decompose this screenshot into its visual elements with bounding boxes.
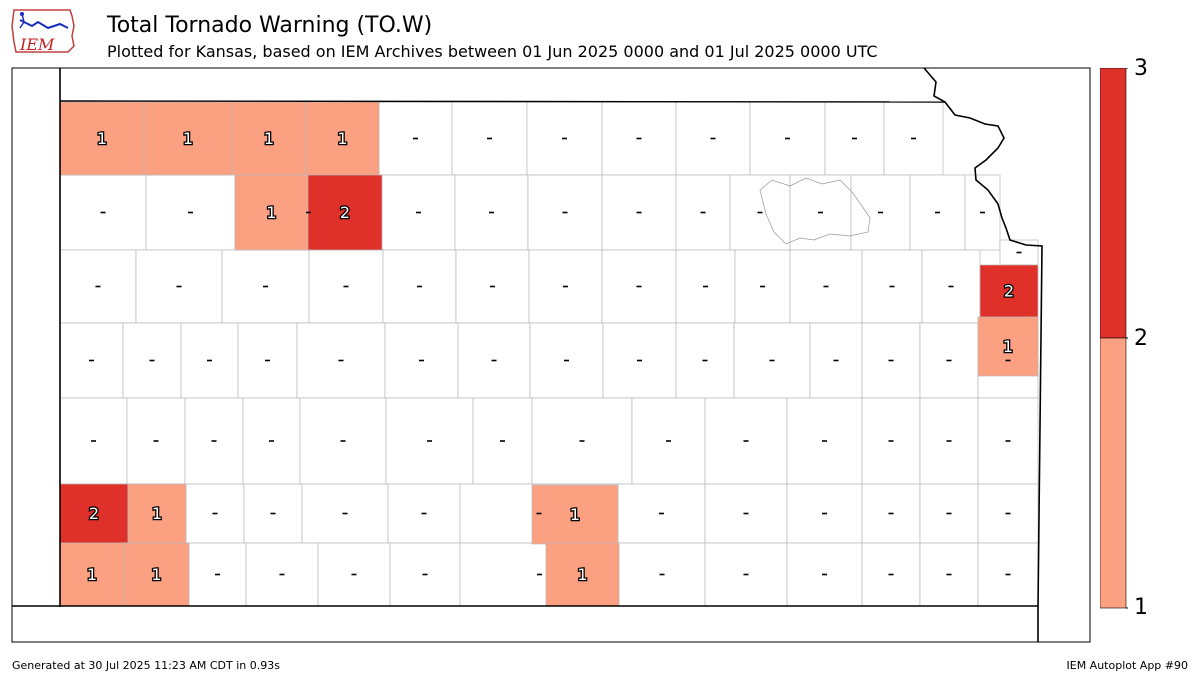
- county-labels: 1 1 1 1 1 2 2 1 2 1 1 1 1 1: [86, 128, 1022, 585]
- county-value-meade: 1: [151, 565, 161, 584]
- county-value-doniphan: 2: [1004, 282, 1014, 301]
- colorbar-label-2: 2: [1134, 326, 1148, 351]
- colorbar-level-2: [1099, 67, 1127, 339]
- logo-text: IEM: [19, 35, 55, 54]
- county-value-harper: 1: [577, 565, 587, 584]
- app-id: IEM Autoplot App #90: [1066, 659, 1189, 672]
- county-value-seward: 1: [152, 504, 162, 523]
- county-value-kingman: 1: [570, 505, 580, 524]
- colorbar-label-1: 1: [1134, 595, 1148, 620]
- map-subtitle: Plotted for Kansas, based on IEM Archive…: [107, 42, 878, 61]
- county-meade: [123, 542, 190, 607]
- county-value-leavenworth: 1: [1003, 337, 1013, 356]
- county-layer: [59, 101, 1039, 607]
- county-graham: [307, 174, 383, 251]
- county-value-norton: 1: [337, 129, 347, 148]
- county-value-rawlins: 1: [183, 129, 193, 148]
- county-leavenworth: [977, 316, 1039, 377]
- lake-outline: [759, 177, 871, 245]
- legend-colorbar: [1099, 67, 1131, 613]
- county-doniphan: [979, 264, 1039, 318]
- county-rawlins: [143, 101, 233, 176]
- map-title: Total Tornado Warning (TO.W): [107, 13, 433, 38]
- county-value-morton: 1: [87, 565, 97, 584]
- county-harper: [545, 542, 620, 607]
- iem-logo: IEM: [8, 6, 80, 58]
- county-seward: [127, 483, 187, 544]
- county-cheyenne: [59, 101, 145, 176]
- county-norton: [305, 101, 380, 176]
- county-morton: [59, 542, 125, 607]
- nebraska-border: [59, 100, 946, 103]
- county-decatur: [231, 101, 307, 176]
- county-value-decatur: 1: [264, 129, 274, 148]
- county-stevens: [59, 483, 129, 544]
- county-kingman: [531, 484, 619, 545]
- missouri-border: [923, 67, 1043, 642]
- colorbar-level-1: [1099, 337, 1127, 609]
- county-value-cheyenne: 1: [97, 129, 107, 148]
- county-value-sheridan: 1: [266, 203, 276, 222]
- county-value-graham: 2: [340, 203, 350, 222]
- county-cell: [299, 397, 387, 485]
- colorbar-label-3: 3: [1134, 56, 1148, 81]
- county-value-stevens: 2: [89, 504, 99, 523]
- county-cell: [883, 101, 944, 176]
- county-sheridan: [234, 174, 309, 251]
- generated-timestamp: Generated at 30 Jul 2025 11:23 AM CDT in…: [12, 659, 280, 672]
